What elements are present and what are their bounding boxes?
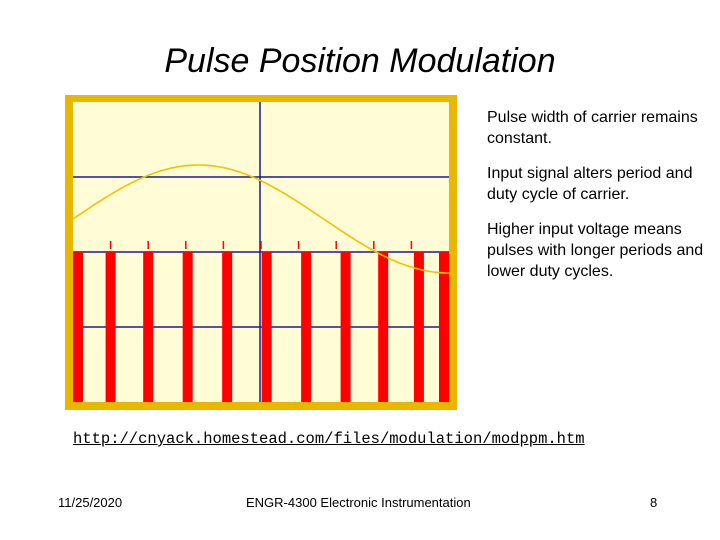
carrier-pulse-5 [222, 252, 233, 402]
carrier-pulse-2 [105, 252, 116, 402]
bullet-list: Pulse width of carrier remains constant.… [487, 107, 707, 296]
carrier-pulses [73, 252, 449, 402]
bullet-1: Pulse width of carrier remains constant. [487, 109, 698, 147]
ppm-oscilloscope-chart [65, 95, 457, 410]
bullet-2: Input signal alters period and duty cycl… [487, 165, 693, 203]
footer-date: 11/25/2020 [58, 495, 123, 510]
carrier-pulse-11 [439, 252, 449, 402]
carrier-pulse-1 [73, 252, 83, 402]
footer-page-number: 8 [650, 495, 658, 510]
reference-link[interactable]: http://cnyack.homestead.com/files/modula… [73, 430, 585, 448]
carrier-pulse-7 [301, 252, 312, 402]
carrier-pulse-9 [378, 252, 389, 402]
footer-course: ENGR-4300 Electronic Instrumentation [246, 495, 471, 510]
input-signal-line [72, 164, 449, 274]
carrier-pulse-3 [143, 252, 154, 402]
bullet-3: Higher input voltage means pulses with l… [487, 221, 704, 280]
carrier-tick-marks [109, 241, 413, 249]
slide-title: Pulse Position Modulation [164, 42, 556, 80]
carrier-pulse-10 [413, 252, 424, 402]
carrier-pulse-8 [340, 252, 351, 402]
carrier-pulse-6 [261, 252, 272, 402]
carrier-pulse-4 [182, 252, 193, 402]
